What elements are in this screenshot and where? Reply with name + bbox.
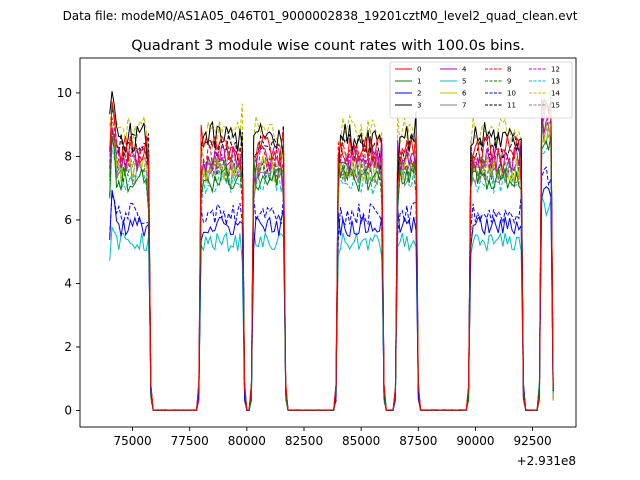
legend-label-7: 7: [462, 102, 466, 110]
y-tick-label: 10: [57, 86, 72, 100]
legend-label-11: 11: [507, 102, 516, 110]
y-tick-label: 0: [64, 403, 72, 417]
x-tick-label: 87500: [399, 434, 437, 448]
plot-frame: [79, 57, 577, 428]
legend-label-12: 12: [551, 66, 560, 74]
x-tick-label: 82500: [285, 434, 323, 448]
series-layer: [109, 84, 554, 412]
x-tick-label: 80000: [228, 434, 266, 448]
legend-label-15: 15: [551, 102, 560, 110]
series-line-0: [109, 101, 554, 412]
y-tick-label: 8: [64, 149, 72, 163]
legend-label-5: 5: [462, 78, 466, 86]
x-tick-label: 85000: [342, 434, 380, 448]
legend-label-3: 3: [417, 102, 421, 110]
legend-label-2: 2: [417, 90, 421, 98]
y-tick-label: 2: [64, 340, 72, 354]
legend-label-9: 9: [507, 78, 511, 86]
legend-label-1: 1: [417, 78, 421, 86]
legend-label-0: 0: [417, 66, 421, 74]
legend-box: [389, 61, 573, 119]
x-tick-label: 75000: [113, 434, 151, 448]
legend-label-10: 10: [507, 90, 516, 98]
y-tick-label: 6: [64, 213, 72, 227]
x-tick-label: 77500: [171, 434, 209, 448]
legend-label-6: 6: [462, 90, 467, 98]
x-offset-label: +2.931e8: [517, 454, 576, 468]
suptitle: Data file: modeM0/AS1A05_046T01_90000028…: [63, 9, 578, 23]
x-tick-label: 90000: [456, 434, 494, 448]
chart-title: Quadrant 3 module wise count rates with …: [131, 38, 525, 54]
legend-label-14: 14: [551, 90, 560, 98]
x-axis-ticks: 75000 77500 80000 82500 85000 87500 90000 92500: [113, 427, 552, 448]
legend-label-13: 13: [551, 78, 560, 86]
legend-label-8: 8: [507, 66, 511, 74]
y-tick-label: 4: [64, 276, 72, 290]
y-axis-ticks: 0 2 4 6 8 10: [57, 86, 80, 417]
x-tick-label: 92500: [513, 434, 551, 448]
legend-label-4: 4: [462, 66, 467, 74]
